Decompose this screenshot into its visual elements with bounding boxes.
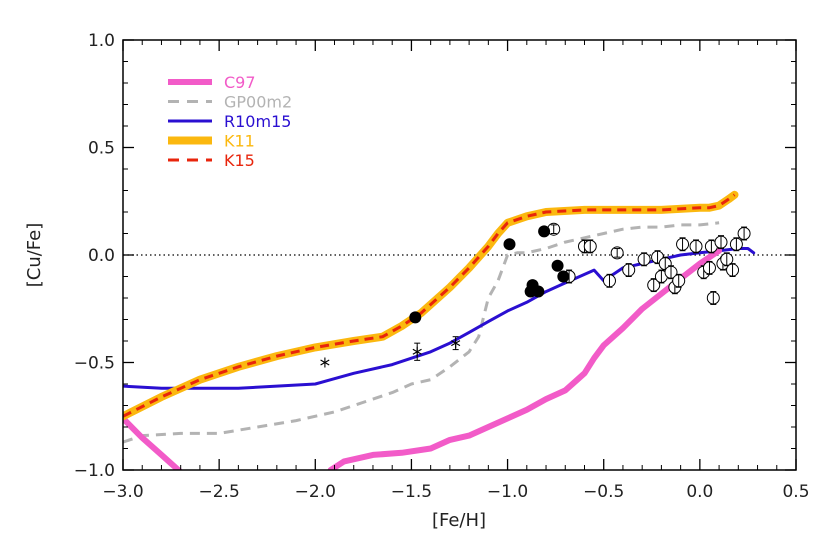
y-tick-label-1: −0.5 bbox=[74, 354, 115, 374]
x-tick-label-5: −0.5 bbox=[583, 482, 624, 502]
legend-label-c97: C97 bbox=[224, 73, 256, 92]
series-line-r10m15 bbox=[123, 247, 756, 390]
axis-ticks: −3.0 −2.5 −2.0 −1.5 −1.0 −0.5 0.0 0.5 −1.0 −0.5 0.… bbox=[74, 31, 810, 502]
filled-circle-point-1 bbox=[503, 238, 516, 251]
filled-circle-point-0 bbox=[409, 311, 422, 324]
series-line-k15 bbox=[123, 193, 736, 418]
x-tick-label-4: −1.0 bbox=[487, 482, 528, 502]
star-point-0-stroke-2 bbox=[320, 359, 330, 366]
legend-label-gp00m2: GP00m2 bbox=[224, 93, 292, 112]
y-tick-label-3: 0.5 bbox=[88, 139, 115, 159]
x-tick-label-2: −2.0 bbox=[295, 482, 336, 502]
plot-area bbox=[123, 190, 796, 470]
legend-label-k11: K11 bbox=[224, 132, 255, 151]
x-axis-label: [Fe/H] bbox=[432, 510, 486, 531]
y-tick-label-4: 1.0 bbox=[88, 31, 115, 51]
star-point-0 bbox=[320, 357, 330, 368]
series-line-c97-segment-2 bbox=[327, 247, 723, 470]
plot-content bbox=[123, 190, 796, 470]
filled-circle-point-7 bbox=[557, 270, 570, 283]
x-tick-label-1: −2.5 bbox=[199, 482, 240, 502]
filled-circle-point-2 bbox=[538, 225, 551, 238]
y-axis-label: [Cu/Fe] bbox=[24, 223, 45, 288]
series-line-gp00m2 bbox=[123, 221, 720, 444]
legend-label-r10m15: R10m15 bbox=[224, 112, 291, 131]
y-tick-label-0: −1.0 bbox=[74, 461, 115, 481]
legend-label-k15: K15 bbox=[224, 151, 255, 170]
series-line-c97 bbox=[123, 415, 183, 470]
x-tick-label-7: 0.5 bbox=[782, 482, 809, 502]
x-tick-label-3: −1.5 bbox=[391, 482, 432, 502]
filled-circle-point-6 bbox=[551, 259, 564, 272]
filled-circle-point-5 bbox=[532, 285, 545, 298]
y-tick-label-2: 0.0 bbox=[88, 246, 115, 266]
x-tick-label-6: 0.0 bbox=[686, 482, 713, 502]
x-tick-label-0: −3.0 bbox=[102, 482, 143, 502]
